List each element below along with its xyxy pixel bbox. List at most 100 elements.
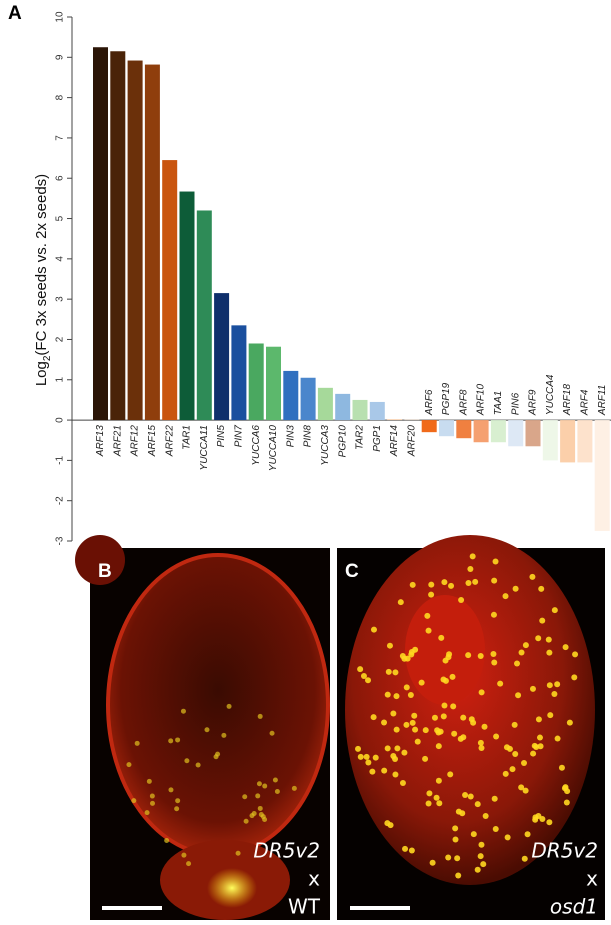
bar	[283, 370, 299, 421]
nucleus	[572, 651, 579, 658]
nucleus	[370, 714, 377, 721]
y-tick-label: 7	[55, 135, 66, 141]
nucleus	[503, 744, 510, 751]
nucleus	[477, 853, 484, 860]
nucleus	[428, 581, 435, 588]
bar	[317, 387, 333, 421]
panel-label: A	[8, 3, 22, 24]
x-tick-label: ARF9	[528, 389, 539, 416]
overlay-label: DR5v2	[531, 839, 598, 863]
nucleus	[425, 800, 432, 807]
nucleus	[357, 753, 364, 760]
nucleus	[447, 771, 454, 778]
nucleus	[477, 739, 484, 746]
nucleus	[394, 745, 401, 752]
nucleus	[522, 787, 529, 794]
y-tick-label: 9	[55, 54, 66, 60]
nucleus	[474, 866, 481, 873]
nucleus	[215, 751, 221, 757]
bar	[214, 293, 230, 421]
nucleus	[524, 831, 531, 838]
nucleus	[365, 677, 372, 684]
bar	[93, 47, 108, 421]
nucleus	[174, 806, 180, 812]
nucleus	[522, 642, 529, 649]
nucleus	[144, 810, 150, 816]
nucleus	[445, 854, 452, 861]
y-tick-label: 0	[55, 417, 66, 423]
nucleus	[462, 791, 469, 798]
bar	[473, 420, 489, 443]
nucleus	[532, 814, 539, 821]
x-tick-label: YUCCA10	[268, 425, 279, 472]
x-tick-label: ARF14	[389, 425, 400, 458]
nucleus	[274, 788, 280, 794]
x-tick-label: ARF18	[562, 384, 573, 417]
nucleus	[467, 793, 474, 800]
bar	[335, 393, 351, 421]
nucleus	[242, 794, 248, 800]
x-tick-label: ARF20	[407, 425, 418, 458]
nucleus	[465, 652, 472, 659]
x-tick-label: PGP10	[337, 425, 348, 458]
bar	[387, 419, 403, 421]
nucleus	[195, 762, 201, 768]
nucleus	[515, 692, 522, 699]
nucleus	[491, 659, 498, 666]
x-tick-label: ARF4	[580, 389, 591, 416]
nucleus	[186, 861, 192, 867]
nucleus	[409, 581, 416, 588]
y-tick-label: -3	[55, 536, 66, 545]
nucleus	[451, 730, 458, 737]
x-tick-label: ARF22	[164, 425, 175, 458]
nucleus	[262, 783, 268, 789]
nucleus	[435, 777, 442, 784]
nucleus	[518, 649, 525, 656]
nucleus	[469, 553, 476, 560]
nucleus	[392, 669, 399, 676]
nucleus	[478, 745, 485, 752]
nucleus	[497, 680, 504, 687]
nucleus	[455, 872, 462, 879]
nucleus	[535, 716, 542, 723]
bar	[456, 420, 472, 439]
x-tick-label: ARF10	[476, 384, 487, 417]
nucleus	[397, 599, 404, 606]
y-tick-label: -2	[55, 496, 66, 505]
nucleus	[433, 794, 440, 801]
nucleus	[131, 798, 137, 804]
nucleus	[558, 764, 565, 771]
nucleus	[175, 737, 181, 743]
nucleus	[470, 719, 477, 726]
nucleus	[363, 753, 370, 760]
nucleus	[381, 719, 388, 726]
nucleus	[435, 729, 442, 736]
bar	[110, 51, 126, 421]
nucleus	[408, 847, 415, 854]
nucleus	[184, 758, 190, 764]
nucleus	[392, 755, 399, 762]
bar	[594, 420, 610, 531]
bar	[196, 210, 212, 421]
x-tick-label: PGP1	[372, 425, 383, 452]
nucleus	[381, 767, 388, 774]
nucleus	[547, 712, 554, 719]
nucleus	[502, 593, 509, 600]
nucleus	[545, 636, 552, 643]
nucleus	[448, 582, 455, 589]
bar	[421, 420, 437, 433]
nucleus	[403, 721, 410, 728]
nucleus	[440, 676, 447, 683]
nucleus	[168, 787, 174, 793]
nucleus	[521, 855, 528, 862]
nucleus	[436, 800, 443, 807]
nucleus	[535, 635, 542, 642]
overlay-label: x	[308, 867, 320, 891]
nucleus	[474, 801, 481, 808]
nucleus	[428, 591, 435, 598]
x-tick-label: YUCCA3	[320, 425, 331, 466]
y-tick-label: 4	[55, 256, 66, 262]
x-tick-label: ARF15	[147, 425, 158, 458]
nucleus	[460, 714, 467, 721]
nucleus	[511, 721, 518, 728]
